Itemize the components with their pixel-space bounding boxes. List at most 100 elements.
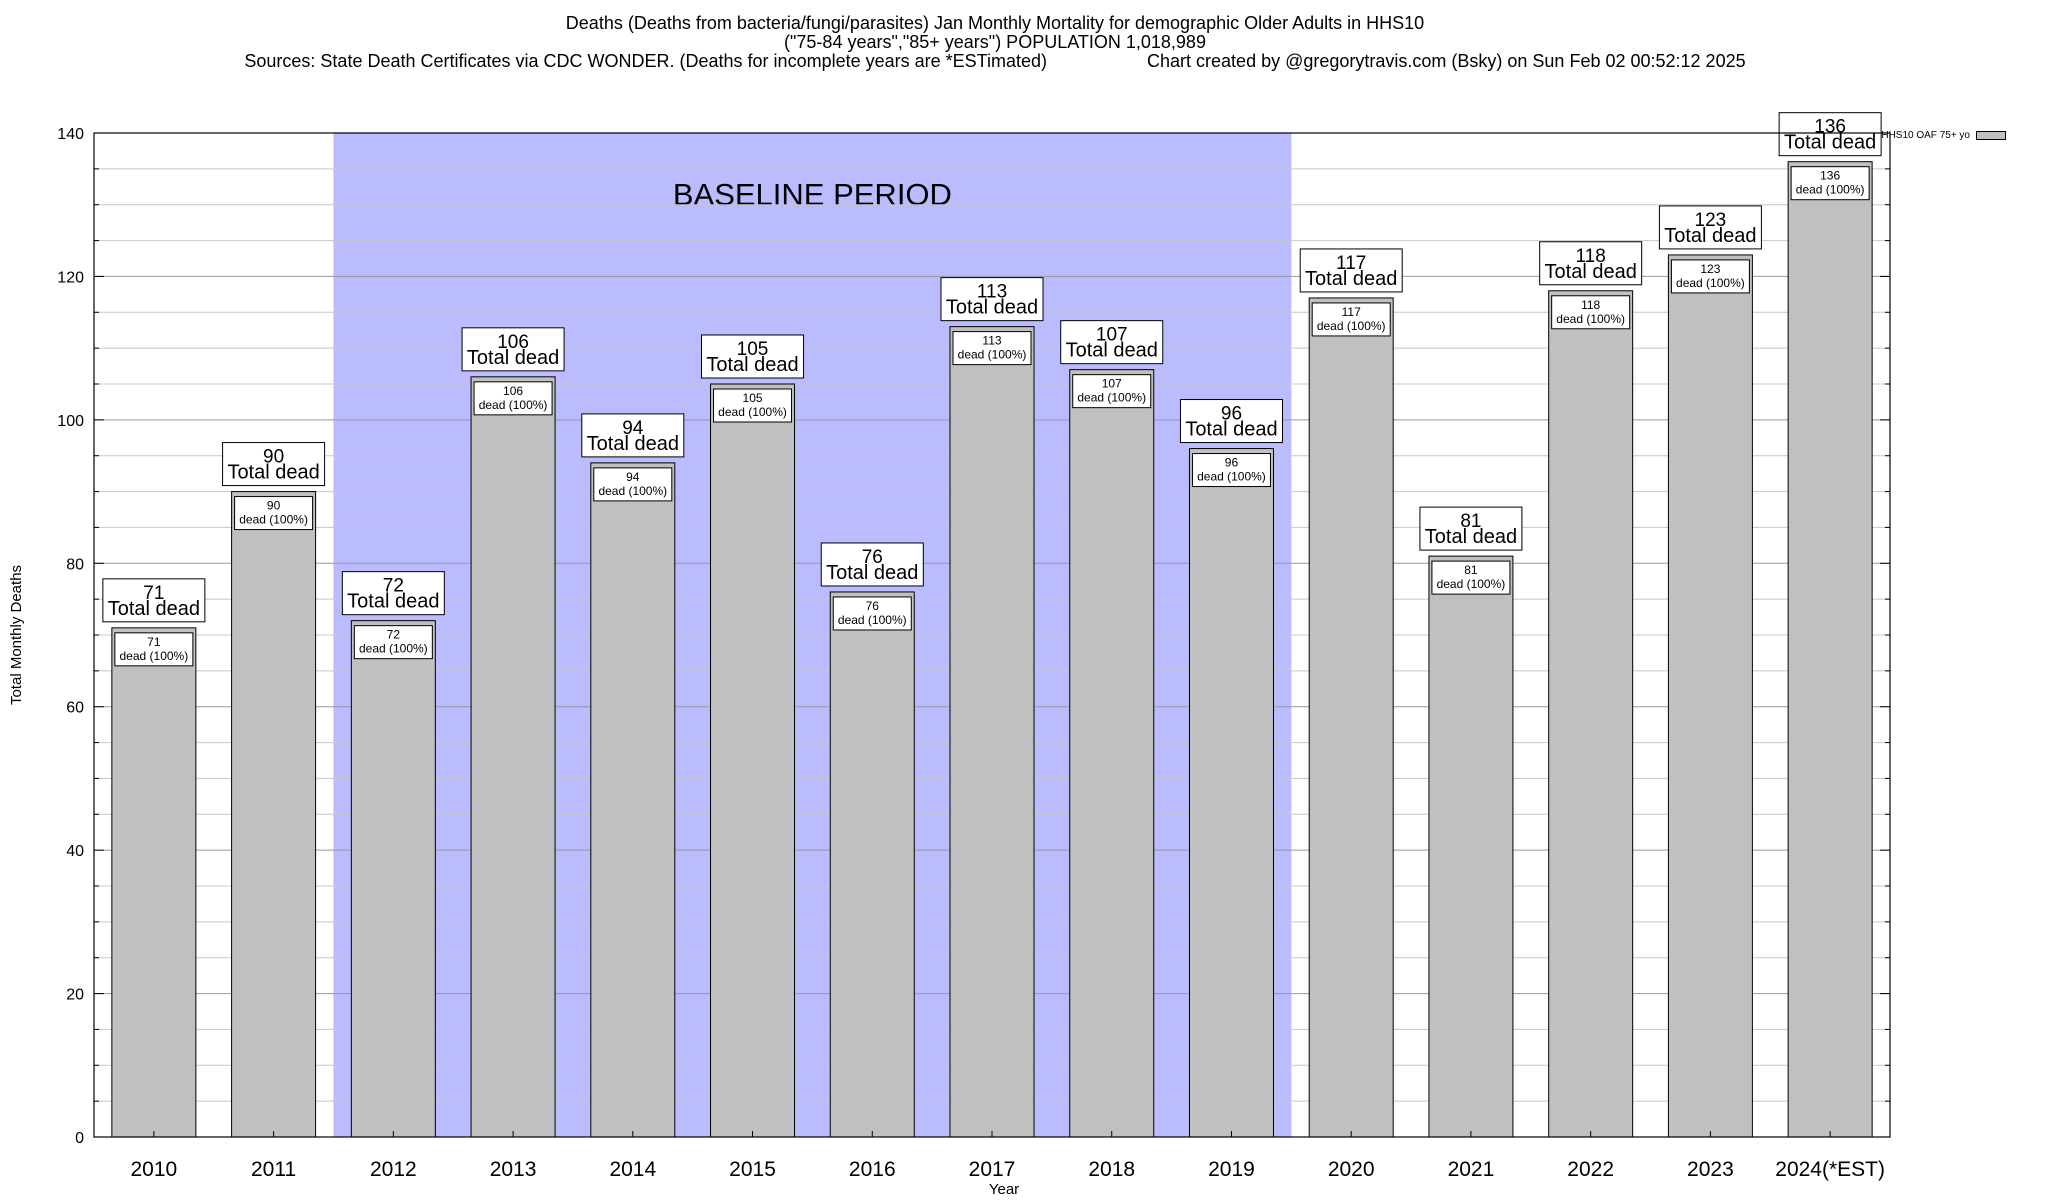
bar-total-label-box — [701, 334, 805, 379]
bar-inner-label: dead (100%) — [838, 613, 907, 627]
bar-inner-label-box — [1551, 295, 1631, 330]
bar-total-value: 118 — [1576, 246, 1606, 267]
x-tick-label: 2023 — [1687, 1158, 1734, 1181]
bar-total-value: 90 — [263, 447, 284, 468]
y-tick-label: 120 — [57, 269, 84, 286]
bar-inner-label: dead (100%) — [479, 398, 548, 412]
x-tick-label: 2012 — [370, 1158, 417, 1181]
bar-total-value: 71 — [143, 583, 164, 604]
chart-title-block: Deaths (Deaths from bacteria/fungi/paras… — [0, 14, 1990, 71]
bar-inner-value: 105 — [743, 391, 763, 405]
chart-sources: Sources: State Death Certificates via CD… — [244, 51, 1746, 71]
bar-total-label: Total dead — [1066, 340, 1158, 362]
bar-total-label: Total dead — [826, 562, 918, 584]
bar-inner-label: dead (100%) — [718, 405, 787, 419]
bar-inner-value: 96 — [1225, 456, 1239, 470]
bar-total-value: 106 — [497, 332, 529, 353]
bar-total-label: Total dead — [1784, 132, 1876, 154]
bar-inner-label-box — [1311, 302, 1391, 337]
x-tick-label: 2018 — [1088, 1158, 1135, 1181]
y-tick-label: 40 — [66, 843, 84, 860]
x-tick-label: 2011 — [251, 1158, 296, 1181]
bar-inner-label: dead (100%) — [1796, 183, 1865, 197]
bar-inner-label-box — [1670, 259, 1750, 294]
x-tick-label: 2020 — [1328, 1158, 1375, 1181]
bar-inner-label: dead (100%) — [1197, 470, 1266, 484]
bar — [1308, 297, 1394, 1138]
bar — [829, 591, 915, 1138]
bar-total-label-box — [581, 413, 685, 458]
bar-inner-label: dead (100%) — [958, 348, 1027, 362]
bar-total-label: Total dead — [227, 462, 319, 484]
bar — [1667, 254, 1753, 1138]
bar-inner-value: 123 — [1700, 262, 1720, 276]
bar-total-label-box — [820, 542, 924, 587]
bar-inner-value: 118 — [1581, 298, 1600, 312]
bar-inner-label-box — [1431, 560, 1511, 595]
bar-inner-label-box — [952, 331, 1032, 366]
bar-total-value: 96 — [1221, 404, 1242, 425]
bar-total-label-box — [940, 277, 1044, 322]
bar — [1188, 448, 1274, 1138]
bar-total-label: Total dead — [1425, 526, 1517, 548]
bar-total-label: Total dead — [1305, 268, 1397, 290]
bar-inner-value: 76 — [866, 599, 880, 613]
y-tick-label: 0 — [75, 1130, 84, 1147]
bar — [111, 627, 197, 1138]
bar-inner-label: dead (100%) — [1556, 312, 1625, 326]
bar-inner-value: 81 — [1464, 563, 1478, 577]
x-tick-label: 2021 — [1448, 1158, 1495, 1181]
bar-inner-value: 72 — [387, 628, 401, 642]
bar — [1428, 555, 1514, 1138]
bar-total-label-box — [1419, 506, 1523, 551]
bar-inner-value: 90 — [267, 499, 281, 513]
legend-swatch — [1976, 131, 2006, 140]
x-tick-label: 2019 — [1208, 1158, 1255, 1181]
bar-total-label-box — [222, 442, 326, 487]
bar-inner-value: 106 — [503, 384, 523, 398]
bar-inner-label: dead (100%) — [1676, 276, 1745, 290]
bar-inner-value: 71 — [147, 635, 161, 649]
y-tick-label: 100 — [57, 413, 84, 430]
x-axis-label: Year — [989, 1181, 1019, 1198]
bar-total-label: Total dead — [1664, 225, 1756, 247]
chart-subtitle: ("75-84 years","85+ years") POPULATION 1… — [784, 32, 1206, 52]
legend-label: HHS10 OAF 75+ yo — [1881, 130, 1970, 141]
bar — [1787, 161, 1873, 1138]
bar-inner-label-box — [353, 625, 433, 660]
bar — [1548, 290, 1634, 1138]
bar-inner-label-box — [593, 467, 673, 502]
y-tick-label: 80 — [66, 556, 84, 573]
bar-total-value: 94 — [622, 418, 644, 439]
bar-inner-label-box — [713, 388, 793, 423]
bar — [350, 620, 436, 1138]
bar-total-label: Total dead — [706, 354, 798, 376]
bar-inner-label: dead (100%) — [1077, 391, 1146, 405]
bar-total-label-box — [102, 578, 206, 623]
bar-inner-value: 113 — [982, 334, 1001, 348]
bar-inner-value: 107 — [1102, 377, 1122, 391]
bar — [1069, 369, 1155, 1138]
x-tick-label: 2017 — [969, 1158, 1016, 1181]
bar — [949, 326, 1035, 1138]
bar-inner-label-box — [234, 496, 314, 531]
bar-total-value: 107 — [1096, 325, 1128, 346]
bar-inner-value: 117 — [1342, 305, 1361, 319]
bar-inner-value: 94 — [626, 470, 640, 484]
bar-inner-label-box — [1790, 166, 1870, 201]
x-tick-label: 2013 — [490, 1158, 537, 1181]
bar-inner-label-box — [114, 632, 194, 667]
bar-total-label-box — [1179, 399, 1283, 444]
bar — [470, 376, 556, 1138]
bar-inner-label-box — [1072, 374, 1152, 409]
bar-total-value: 123 — [1695, 210, 1727, 231]
x-tick-label: 2024(*EST) — [1775, 1158, 1885, 1181]
bar-inner-label: dead (100%) — [1317, 319, 1386, 333]
bar-inner-label: dead (100%) — [598, 484, 667, 498]
x-tick-label: 2015 — [729, 1158, 776, 1181]
bar-total-value: 117 — [1336, 253, 1366, 274]
bar-inner-value: 136 — [1820, 169, 1840, 183]
bar-inner-label-box — [473, 381, 553, 416]
chart-title: Deaths (Deaths from bacteria/fungi/paras… — [565, 13, 1425, 33]
